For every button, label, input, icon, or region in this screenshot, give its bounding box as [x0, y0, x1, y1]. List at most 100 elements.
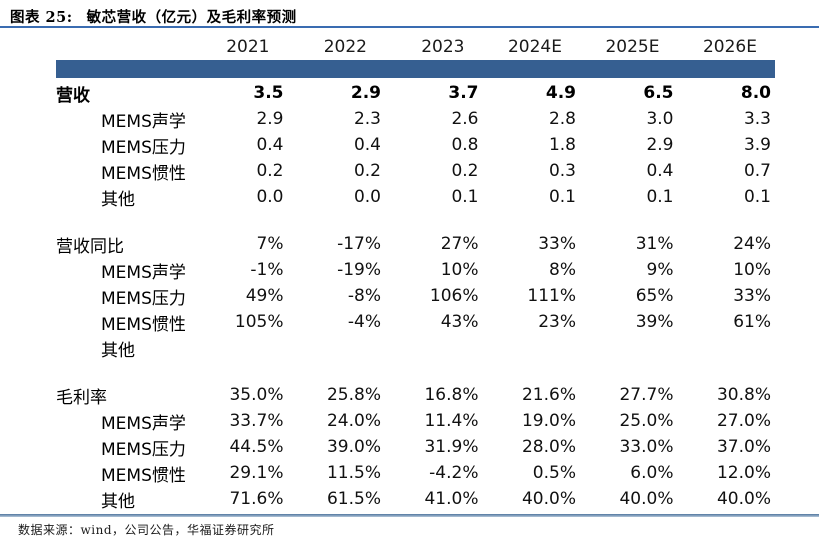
- cell-value: 21.6%: [521, 385, 576, 405]
- cell-value: 27.7%: [619, 385, 674, 405]
- cell-value: 12.0%: [716, 463, 771, 483]
- cell-value: 27.0%: [716, 411, 771, 431]
- cell-value: 3.7: [448, 83, 479, 103]
- cell-value: 0.2: [353, 161, 381, 181]
- cell-value: 2.6: [451, 109, 479, 129]
- exhibit-title-prefix: 图表 25:: [10, 9, 73, 26]
- exhibit-title: 图表 25: 敏芯营收（亿元）及毛利率预测: [10, 6, 297, 27]
- cell-value: 0.4: [353, 135, 381, 155]
- table-row: MEMS压力 49% -8% 106% 111% 65% 33%: [56, 283, 775, 309]
- table-row: 其他 71.6% 61.5% 41.0% 40.0% 40.0% 40.0%: [56, 486, 775, 512]
- year-header: 2021: [226, 36, 270, 57]
- cell-value: 10%: [733, 260, 771, 280]
- cell-value: 24%: [733, 234, 771, 254]
- cell-value: 33%: [538, 234, 576, 254]
- table-row: 其他: [56, 335, 775, 361]
- table-row: MEMS压力 44.5% 39.0% 31.9% 28.0% 33.0% 37.0%: [56, 434, 775, 460]
- cell-value: 30.8%: [716, 385, 771, 405]
- row-label: MEMS惯性: [101, 314, 186, 335]
- cell-value: -4.2%: [429, 463, 479, 483]
- cell-value: 49%: [245, 286, 284, 306]
- cell-value: 25.8%: [326, 385, 381, 405]
- cell-value: 2.8: [548, 109, 576, 129]
- row-label: MEMS惯性: [101, 465, 186, 486]
- cell-value: 71.6%: [229, 489, 284, 509]
- year-header: 2023: [421, 36, 465, 57]
- cell-value: 39.0%: [326, 437, 381, 457]
- cell-value: 65%: [635, 286, 674, 306]
- cell-value: 33.7%: [229, 411, 284, 431]
- cell-value: 28.0%: [521, 437, 576, 457]
- year-header: 2025E: [605, 36, 660, 57]
- cell-value: 11.5%: [326, 463, 381, 483]
- table-row: MEMS惯性 0.2 0.2 0.2 0.3 0.4 0.7: [56, 158, 775, 184]
- exhibit-title-text: 敏芯营收（亿元）及毛利率预测: [86, 9, 297, 26]
- cell-value: 0.2: [256, 161, 284, 181]
- cell-value: -1%: [250, 260, 284, 280]
- cell-value: 0.0: [256, 187, 284, 207]
- table-row: 营收 3.5 2.9 3.7 4.9 6.5 8.0: [56, 80, 775, 106]
- cell-value: 9%: [646, 260, 674, 280]
- cell-value: 39%: [635, 312, 674, 332]
- cell-value: 0.0: [353, 187, 381, 207]
- cell-value: 105%: [234, 312, 284, 332]
- cell-value: 3.3: [743, 109, 771, 129]
- cell-value: 33.0%: [619, 437, 674, 457]
- cell-value: 6.0%: [630, 463, 674, 483]
- table-row: MEMS压力 0.4 0.4 0.8 1.8 2.9 3.9: [56, 132, 775, 158]
- cell-value: 6.5: [643, 83, 674, 103]
- cell-value: 16.8%: [424, 385, 479, 405]
- row-label: MEMS声学: [101, 111, 186, 132]
- cell-value: 0.8: [451, 135, 479, 155]
- cell-value: 0.1: [743, 187, 771, 207]
- table-row: MEMS惯性 105% -4% 43% 23% 39% 61%: [56, 309, 775, 335]
- table-row: MEMS声学 33.7% 24.0% 11.4% 19.0% 25.0% 27.0%: [56, 408, 775, 434]
- cell-value: 3.9: [743, 135, 771, 155]
- table-row: 营收同比 7% -17% 27% 33% 31% 24%: [56, 231, 775, 257]
- cell-value: 61.5%: [326, 489, 381, 509]
- cell-value: -8%: [347, 286, 381, 306]
- year-header: 2024E: [507, 36, 562, 57]
- cell-value: 40.0%: [521, 489, 576, 509]
- table-row: 毛利率 35.0% 25.8% 16.8% 21.6% 27.7% 30.8%: [56, 382, 775, 408]
- year-header: 2026E: [702, 36, 757, 57]
- cell-value: 44.5%: [229, 437, 284, 457]
- cell-value: 23%: [538, 312, 576, 332]
- cell-value: 29.1%: [229, 463, 284, 483]
- cell-value: 24.0%: [326, 411, 381, 431]
- row-label: 营收同比: [56, 236, 124, 257]
- cell-value: 41.0%: [424, 489, 479, 509]
- table-header-bar: [56, 60, 775, 78]
- cell-value: 0.4: [646, 161, 674, 181]
- row-label: 毛利率: [56, 387, 107, 408]
- row-label: MEMS声学: [101, 413, 186, 434]
- row-label: MEMS声学: [101, 262, 186, 283]
- cell-value: 10%: [440, 260, 479, 280]
- cell-value: 3.5: [253, 83, 284, 103]
- cell-value: 27%: [440, 234, 479, 254]
- cell-value: 19.0%: [521, 411, 576, 431]
- cell-value: 40.0%: [619, 489, 674, 509]
- cell-value: 0.3: [548, 161, 576, 181]
- cell-value: 0.2: [451, 161, 479, 181]
- title-rule: [0, 26, 819, 28]
- cell-value: 40.0%: [716, 489, 771, 509]
- cell-value: 2.9: [350, 83, 381, 103]
- year-header: 2022: [323, 36, 367, 57]
- row-label: 营收: [56, 85, 90, 106]
- cell-value: 0.1: [646, 187, 674, 207]
- cell-value: 4.9: [545, 83, 576, 103]
- cell-value: 3.0: [646, 109, 674, 129]
- source-note: 数据来源：wind，公司公告，华福证券研究所: [18, 523, 275, 537]
- row-label: 其他: [101, 340, 135, 361]
- cell-value: 2.3: [353, 109, 381, 129]
- forecast-table: 2021 2022 2023 2024E 2025E 2026E 营收 3.5 2.9 3.7 4…: [56, 33, 775, 512]
- cell-value: 35.0%: [229, 385, 284, 405]
- year-header-row: 2021 2022 2023 2024E 2025E 2026E: [56, 33, 775, 60]
- cell-value: 25.0%: [619, 411, 674, 431]
- cell-value: 33%: [733, 286, 771, 306]
- cell-value: 0.4: [256, 135, 284, 155]
- cell-value: 0.5%: [532, 463, 576, 483]
- cell-value: -4%: [347, 312, 381, 332]
- cell-value: 8%: [549, 260, 576, 280]
